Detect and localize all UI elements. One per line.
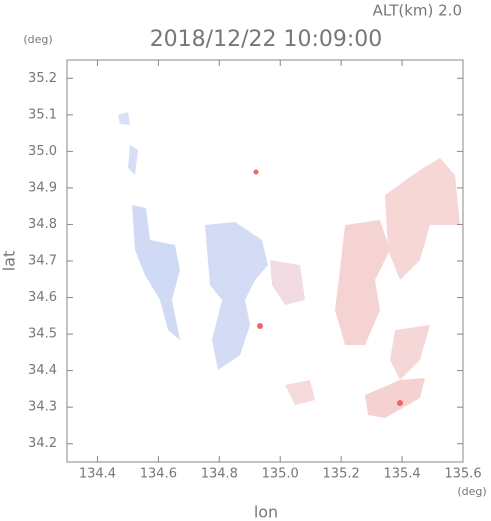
echo-blue [128, 145, 138, 175]
y-tick-label: 35.2 [28, 71, 57, 86]
x-tick-label: 135.6 [444, 467, 481, 482]
x-tick-label: 135.4 [383, 467, 420, 482]
echo-blue [205, 222, 268, 370]
x-axis-label: lon [254, 503, 278, 521]
echo-red [390, 325, 430, 380]
y-tick-label: 34.7 [28, 254, 57, 269]
y-tick-label: 35.0 [28, 144, 57, 159]
y-unit: (deg) [23, 33, 52, 46]
echo-spot [397, 400, 403, 406]
y-tick-label: 34.6 [28, 290, 57, 305]
echo-blue [132, 205, 180, 340]
x-tick-label: 135.2 [323, 467, 360, 482]
y-tick-label: 34.4 [28, 363, 57, 378]
echo-field [118, 112, 460, 418]
x-tick-label: 134.4 [79, 467, 116, 482]
echo-red [385, 158, 460, 280]
y-tick-label: 34.9 [28, 180, 57, 195]
echo-spot [253, 169, 259, 175]
y-axis-label: lat [0, 251, 19, 272]
y-tick-label: 34.5 [28, 327, 57, 342]
chart-title: 2018/12/22 10:09:00 [150, 27, 383, 52]
echo-red [285, 380, 315, 405]
y-tick-label: 35.1 [28, 107, 57, 122]
y-tick-label: 34.8 [28, 217, 57, 232]
altitude-label: ALT(km) 2.0 [373, 2, 462, 20]
echo-mixed [270, 260, 305, 305]
y-tick-label: 34.3 [28, 400, 57, 415]
x-tick-label: 134.6 [140, 467, 177, 482]
echo-spot [257, 323, 263, 329]
echo-blue [118, 112, 130, 125]
x-tick-label: 134.8 [201, 467, 238, 482]
x-tick-label: 135.0 [262, 467, 299, 482]
x-unit: (deg) [457, 485, 486, 498]
echo-red [335, 220, 390, 345]
y-tick-label: 34.2 [28, 436, 57, 451]
echo-red [365, 378, 425, 418]
